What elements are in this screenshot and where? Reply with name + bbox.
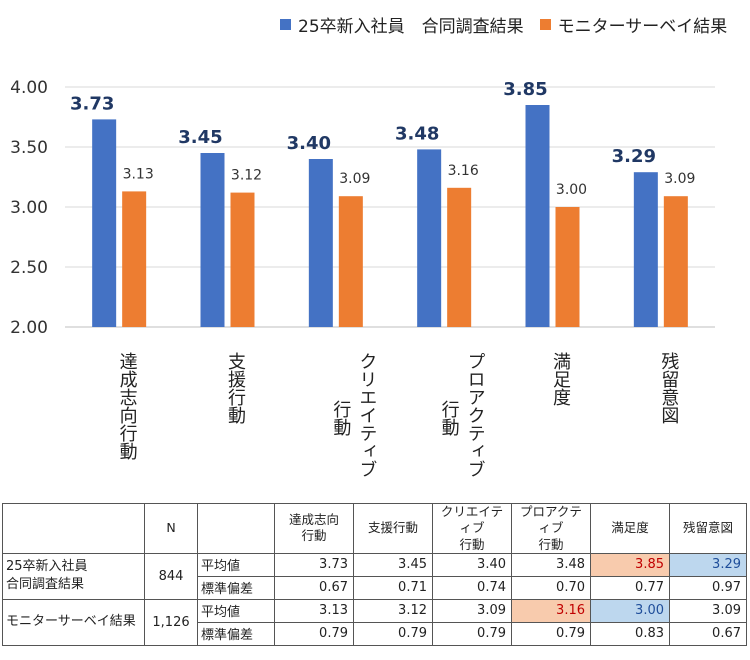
legend-label-series1: 25卒新入社員 合同調査結果 [298,17,524,37]
table-cell-highlight: 3.00 [590,598,670,623]
row-label: 平均値 [197,552,275,577]
table-header-col: プロアクティブ 行動 [511,503,591,554]
bar-series1 [417,149,442,327]
table-cell: 0.67 [274,575,354,600]
data-label: 3.73 [70,93,114,114]
chart-legend: 25卒新入社員 合同調査結果 モニターサーベイ結果 [280,12,743,37]
table-cell: 3.73 [274,552,354,577]
table-cell: 0.79 [353,621,433,646]
x-tick-label: クリエイティブ [356,352,377,478]
y-tick-label: 2.50 [10,258,48,278]
row-label: 標準偏差 [197,575,275,600]
table-header-n: N [144,503,198,554]
data-label: 3.16 [448,163,479,179]
table-cell: 0.79 [511,621,591,646]
bar-series2 [230,192,255,327]
group-name: 25卒新入社員 合同調査結果 [2,552,145,600]
group-name: モニターサーベイ結果 [2,598,145,646]
x-tick-label: 満足度 [550,352,571,406]
bar-series1 [525,105,550,327]
table-cell: 0.83 [590,621,670,646]
legend-item-series2: モニターサーベイ結果 [539,12,728,37]
table-cell: 0.67 [669,621,747,646]
data-label: 3.13 [123,166,154,182]
table-cell: 0.79 [274,621,354,646]
bar-series2 [663,196,688,327]
stats-table: N 達成志向 行動 支援行動 クリエイティブ 行動 プロアクティブ 行動 満足度… [2,503,747,646]
table-header-col: 支援行動 [353,503,433,554]
table-row: モニターサーベイ結果 1,126 平均値 3.13 3.12 3.09 3.16… [2,598,747,646]
y-tick-label: 2.00 [10,318,48,338]
x-tick-label: 支援行動 [225,352,246,424]
table-cell: 3.45 [353,552,433,577]
table-cell: 3.12 [353,598,433,623]
bar-series1 [200,153,225,327]
table-cell: 0.97 [669,575,747,600]
data-label: 3.12 [231,168,262,184]
x-tick-label: 行動 [439,400,460,436]
data-label: 3.29 [612,146,656,167]
y-tick-label: 4.00 [10,78,48,98]
data-label: 3.00 [556,182,587,198]
data-label: 3.40 [287,133,331,154]
table-header-col: 残留意図 [669,503,747,554]
legend-swatch-series2 [539,19,551,30]
x-tick-label: 行動 [330,400,351,436]
group-n: 1,126 [144,598,198,646]
table-header-blank [2,503,145,554]
table-row: 標準偏差 0.79 0.79 0.79 0.79 0.83 0.67 [3,621,747,646]
table-cell: 3.13 [274,598,354,623]
x-tick-label: 達成志向行動 [117,352,138,460]
table-header-col: 満足度 [590,503,670,554]
table-cell-highlight: 3.29 [669,552,747,577]
table-header-col: クリエイティブ 行動 [432,503,512,554]
table-cell: 0.71 [353,575,433,600]
table-cell: 3.09 [432,598,512,623]
table-cell-highlight: 3.85 [590,552,670,577]
bar-chart: 4.00 3.50 3.00 2.50 2.00 3.73 3.13 達成志向行動 3.45 3.… [10,78,715,478]
row-label: 標準偏差 [197,621,275,646]
bar-series2 [122,191,147,327]
y-tick-label: 3.00 [10,198,48,218]
x-tick-label: 残留意図 [658,352,679,424]
legend-label-series2: モニターサーベイ結果 [557,17,728,37]
group-n: 844 [144,552,198,600]
y-tick-label: 3.50 [10,138,48,158]
table-header-col: 達成志向 行動 [274,503,354,554]
data-label: 3.85 [503,79,547,100]
bar-series1 [633,172,658,327]
data-label: 3.09 [664,171,695,187]
table-row: 標準偏差 0.67 0.71 0.74 0.70 0.77 0.97 [3,575,747,600]
table-cell: 0.79 [432,621,512,646]
bar-series2 [555,207,580,327]
table-cell: 3.09 [669,598,747,623]
table-cell: 0.70 [511,575,591,600]
x-tick-label: プロアクティブ [465,352,486,478]
bar-series2 [338,196,363,327]
table-cell: 3.48 [511,552,591,577]
table-row: 25卒新入社員 合同調査結果 844 平均値 3.73 3.45 3.40 3.… [2,552,747,600]
bar-series1 [92,119,117,328]
table-cell-highlight: 3.16 [511,598,591,623]
legend-swatch-series1 [280,19,291,30]
table-header-blank2 [197,503,275,554]
bar-series2 [447,187,472,327]
table-header-row: N 達成志向 行動 支援行動 クリエイティブ 行動 プロアクティブ 行動 満足度… [2,503,747,554]
table-cell: 0.74 [432,575,512,600]
table-cell: 0.77 [590,575,670,600]
data-label: 3.48 [395,123,439,144]
table-cell: 3.40 [432,552,512,577]
row-label: 平均値 [197,598,275,623]
legend-item-series1: 25卒新入社員 合同調査結果 [280,12,524,37]
data-label: 3.09 [339,171,370,187]
data-label: 3.45 [178,127,222,148]
bar-series1 [308,159,333,327]
